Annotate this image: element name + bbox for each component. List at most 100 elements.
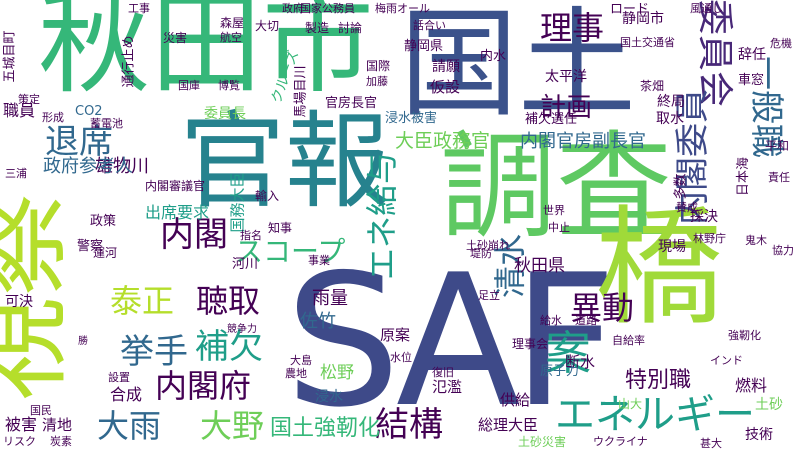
word-unga: 運河 (93, 246, 118, 260)
word-ukraine: ウクライナ (593, 435, 648, 448)
word-seizou: 製造 (305, 21, 330, 35)
word-nihonkai: 日本海 (736, 156, 752, 197)
word-co2: CO2 (75, 104, 103, 119)
word-seifu-sankounin: 政府参考人 (43, 156, 133, 177)
word-idou: 異動 (570, 289, 635, 327)
word-katsu: 勝 (78, 336, 88, 347)
word-kokka-koumuin: 国家公務員 (300, 2, 355, 15)
word-road: ロード (610, 2, 650, 17)
word-kokudo-kyoujinka: 国土強靭化 (270, 416, 381, 441)
word-sekai: 世界 (543, 204, 565, 217)
word-douro: 道路 (575, 314, 597, 327)
word-sakutei: 策定 (18, 93, 40, 106)
word-shuukyoku: 終局 (657, 94, 685, 110)
word-tsuyu-all: 梅雨オール (375, 2, 430, 15)
word-matsuno: 松野 (320, 363, 354, 383)
word-teibou: 堤防 (470, 247, 492, 260)
word-kokko: 国庫 (178, 79, 200, 92)
word-kokusai: 国際 (366, 59, 391, 73)
word-jigyou: 事業 (308, 254, 330, 267)
word-taiheiyou: 太平洋 (545, 69, 587, 85)
word-souri-daijin: 総理大臣 (478, 416, 539, 434)
word-ooame: 大雨 (97, 407, 162, 445)
word-chousa: 調査 (440, 120, 672, 255)
word-kyoujinka: 強靭化 (728, 329, 761, 342)
word-keikaku: 計画 (540, 93, 593, 123)
word-naikakufu: 内閣府 (155, 367, 252, 405)
word-saf: SAF (285, 235, 617, 447)
word-jindai: 甚大 (700, 437, 722, 450)
word-suii: 水位 (390, 351, 412, 364)
word-gijutsu: 技術 (745, 427, 773, 443)
word-kyouryoku: 協力 (772, 244, 794, 257)
word-kyuusui: 給水 (540, 314, 562, 327)
word-mlit: 国土交通省 (620, 36, 675, 49)
word-shusseki-youkyu: 出席要求 (145, 203, 210, 222)
word-satake: 佐竹 (300, 311, 336, 332)
word-hanran: 氾濫 (432, 378, 463, 396)
word-ene-kyuyo: エネ給与 (363, 151, 402, 281)
word-kokudo: 国土 (400, 0, 637, 133)
word-shinsui-higai: 浸水被害 (385, 111, 438, 126)
word-kouji: 工事 (128, 2, 150, 15)
word-jikyuuritsu: 自給率 (612, 334, 645, 347)
word-moriya: 森屋 (220, 16, 245, 30)
word-chiji: 知事 (268, 221, 293, 235)
word-uryou: 雨量 (312, 288, 348, 309)
word-shusui: 取水 (656, 111, 684, 127)
word-akita-ken: 秋田県 (514, 256, 565, 276)
word-tasuu: 多数 (673, 173, 689, 200)
word-choushu: 聴取 (196, 282, 261, 320)
word-nenryou: 燃料 (735, 376, 768, 395)
word-kiki: 危機 (770, 37, 792, 50)
word-gousei: 合成 (110, 385, 143, 404)
word-keisei: 形成 (42, 111, 64, 124)
word-shizuoka-ken: 静岡県 (404, 39, 444, 54)
word-hoketsu-sennin: 補欠選任 (525, 112, 578, 127)
word-shokuin: 職員 (3, 101, 36, 120)
word-gojoume-machi: 五城目町 (2, 30, 18, 83)
word-an: 案 (545, 326, 591, 380)
word-nouchi: 農地 (285, 367, 307, 380)
word-shinsui: 浸水 (315, 389, 343, 405)
word-kekkou: 結構 (375, 405, 443, 445)
word-sansei: 賛成 (676, 201, 698, 214)
word-chabatake: 茶畑 (640, 79, 665, 93)
word-oono: 大野 (200, 407, 265, 445)
word-akita-shi: 秋田市 (38, 0, 374, 109)
word-daijin-seimukan: 大臣政務官 (395, 130, 491, 152)
word-hakuran: 博覧 (218, 79, 240, 92)
word-kyoshu: 挙手 (120, 332, 188, 372)
word-chuushi: 中止 (548, 221, 570, 234)
word-kokumin: 国民 (30, 404, 52, 417)
word-taiseki: 退席 (45, 122, 113, 162)
word-kasen: 河川 (232, 257, 259, 272)
word-genshiryoku: 原子力 (540, 364, 580, 379)
word-rinyachou: 林野庁 (693, 232, 726, 245)
word-higai: 被害 (5, 415, 38, 434)
word-naikaku: 内閣 (160, 215, 228, 255)
word-shizuoka-shi: 静岡市 (622, 11, 664, 27)
word-naikaku-shingikan: 内閣審議官 (145, 179, 206, 193)
word-seichi: 清地 (42, 416, 73, 434)
word-jinin: 辞任 (738, 47, 766, 63)
word-secchi: 設置 (108, 371, 130, 384)
word-yamadai: 山大 (618, 397, 643, 411)
word-keisatsu: 警察 (77, 239, 104, 254)
word-kazetooshi: 風通し (690, 2, 723, 15)
word-tokubetsushoku: 特別職 (625, 368, 692, 393)
word-riji: 理事 (540, 9, 605, 47)
word-miura: 三浦 (5, 167, 27, 180)
word-seisaku: 政策 (90, 214, 117, 229)
word-kaketsu: 可決 (5, 294, 33, 310)
word-heiwa: 平和 (765, 139, 790, 153)
word-yunyuu: 輸入 (255, 189, 280, 203)
word-risk: リスク (3, 435, 36, 448)
word-fukkyuu: 復旧 (432, 366, 454, 379)
word-hashi: 橋 (595, 194, 724, 343)
word-babamegawa: 馬場目川 (293, 65, 309, 118)
word-kyousouryoku: 競争力 (227, 324, 257, 335)
word-chikudenchi: 蓄電池 (90, 117, 123, 130)
word-saigai: 災害 (163, 31, 188, 45)
